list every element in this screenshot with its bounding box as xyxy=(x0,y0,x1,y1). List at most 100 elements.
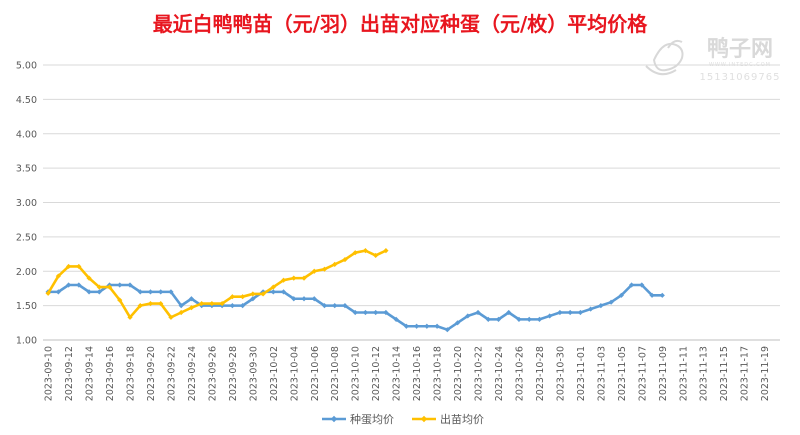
data-point xyxy=(373,309,379,316)
data-point xyxy=(117,297,123,303)
data-point xyxy=(96,289,102,295)
data-point xyxy=(332,261,338,267)
x-tick-label: 2023-09-12 xyxy=(64,346,75,401)
x-tick-label: 2023-10-10 xyxy=(351,346,362,401)
data-point xyxy=(414,323,420,329)
x-tick-label: 2023-09-10 xyxy=(44,346,55,401)
x-tick-label: 2023-09-28 xyxy=(228,346,239,401)
watermark-text: 鸭子网 xyxy=(707,36,773,62)
data-point xyxy=(291,296,297,302)
x-axis: 2023-09-10 2023-09-12 2023-09-14 2023-09-16… xyxy=(43,339,780,401)
data-point xyxy=(178,303,184,309)
data-point xyxy=(86,275,92,281)
data-point xyxy=(250,296,256,302)
data-point xyxy=(96,284,102,290)
data-point xyxy=(311,296,317,302)
x-tick-label: 2023-11-09 xyxy=(658,346,669,401)
watermark-phone: 15131069765 xyxy=(700,72,781,83)
data-point xyxy=(260,291,266,297)
data-point xyxy=(639,282,645,288)
data-point xyxy=(240,294,246,300)
data-point xyxy=(270,284,276,290)
data-point xyxy=(321,303,328,309)
data-point xyxy=(577,309,583,316)
data-point xyxy=(280,277,287,283)
x-tick-label: 2023-09-22 xyxy=(166,346,177,401)
x-tick-label: 2023-09-20 xyxy=(146,346,157,401)
x-tick-label: 2023-10-20 xyxy=(453,346,464,401)
series-line xyxy=(47,249,387,319)
data-point xyxy=(301,275,307,281)
y-tick-label: 1.00 xyxy=(16,336,37,347)
data-point xyxy=(86,289,92,295)
data-point xyxy=(444,327,450,333)
data-point xyxy=(373,252,379,259)
y-tick-label: 2.50 xyxy=(16,232,37,243)
data-point xyxy=(506,309,512,316)
x-tick-label: 2023-11-05 xyxy=(617,346,628,401)
data-point xyxy=(229,303,235,309)
data-point xyxy=(628,282,635,288)
data-point xyxy=(618,292,624,298)
data-point xyxy=(475,309,481,316)
data-point xyxy=(332,303,338,309)
data-point xyxy=(168,289,174,295)
x-tick-label: 2023-11-17 xyxy=(740,346,751,401)
gridlines xyxy=(43,64,780,341)
data-point xyxy=(516,316,522,322)
chart-title: 最近白鸭鸭苗（元/羽）出苗对应种蛋（元/枚）平均价格 xyxy=(153,12,649,36)
data-point xyxy=(158,289,164,295)
data-point xyxy=(598,303,604,309)
data-point xyxy=(147,300,154,307)
data-point xyxy=(342,256,348,263)
x-tick-label: 2023-10-12 xyxy=(371,346,382,401)
legend-marker xyxy=(330,415,338,423)
legend-item: 种蛋均价 xyxy=(322,412,394,426)
data-point xyxy=(240,303,246,309)
y-tick-label: 4.00 xyxy=(16,129,37,140)
data-point xyxy=(209,300,215,307)
data-point xyxy=(188,305,195,311)
legend-label: 种蛋均价 xyxy=(350,412,394,426)
x-tick-label: 2023-10-06 xyxy=(310,346,321,401)
watermark: 鸭子网 WWW.INTEDC.COM 15131069765 xyxy=(645,36,781,83)
x-tick-label: 2023-10-08 xyxy=(330,346,341,401)
data-point xyxy=(383,248,389,254)
data-point xyxy=(76,282,82,288)
data-point xyxy=(393,316,399,322)
x-tick-label: 2023-09-26 xyxy=(207,346,218,401)
data-point xyxy=(158,300,164,307)
data-point xyxy=(301,296,307,302)
data-point xyxy=(137,303,143,309)
x-tick-label: 2023-10-14 xyxy=(392,346,403,401)
data-point xyxy=(311,268,317,274)
y-axis: 1.00 1.50 2.00 2.50 3.00 3.50 4.00 4.50 5.00 xyxy=(16,61,37,347)
series-2 xyxy=(45,248,389,320)
x-tick-label: 2023-10-28 xyxy=(535,346,546,401)
y-tick-label: 2.00 xyxy=(16,267,37,278)
data-point xyxy=(270,289,276,295)
data-point xyxy=(362,248,369,254)
legend: 种蛋均价 出苗均价 xyxy=(322,412,484,426)
data-point xyxy=(137,289,143,295)
data-point xyxy=(495,316,502,322)
data-point xyxy=(362,309,369,316)
data-point xyxy=(76,263,82,270)
legend-label: 出苗均价 xyxy=(440,412,484,426)
data-point xyxy=(117,282,123,288)
data-point xyxy=(127,314,133,320)
x-tick-label: 2023-11-11 xyxy=(678,346,689,401)
x-tick-label: 2023-11-19 xyxy=(760,346,771,401)
data-point xyxy=(485,316,491,322)
data-point xyxy=(55,289,61,295)
data-point xyxy=(608,299,614,305)
data-point xyxy=(55,273,61,279)
data-point xyxy=(280,289,287,295)
data-point xyxy=(127,282,133,288)
x-tick-label: 2023-09-14 xyxy=(85,346,96,401)
data-point xyxy=(352,309,358,316)
data-point xyxy=(199,300,205,307)
x-tick-label: 2023-10-24 xyxy=(494,346,505,401)
x-tick-label: 2023-10-26 xyxy=(514,346,525,401)
